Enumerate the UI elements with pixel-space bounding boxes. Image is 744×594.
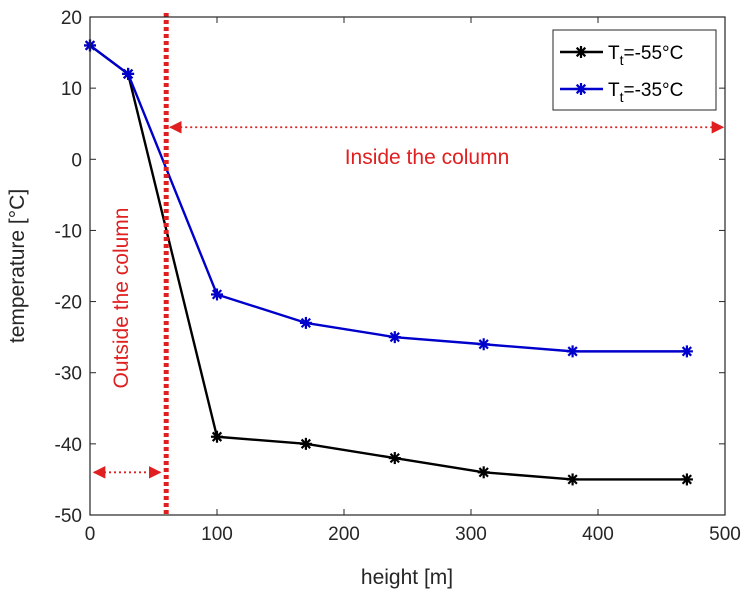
legend: Tt=-55°C Tt=-35°C bbox=[552, 29, 717, 111]
series-line-0 bbox=[89, 44, 687, 481]
y-axis-label: temperature [°C] bbox=[6, 189, 29, 343]
data-point-series-1 bbox=[566, 345, 579, 358]
x-tick-label: 300 bbox=[455, 524, 487, 545]
data-point-series-1 bbox=[122, 67, 135, 80]
x-tick-label: 100 bbox=[201, 524, 233, 545]
y-tick-label: -30 bbox=[55, 364, 82, 385]
data-point-series-1 bbox=[388, 331, 401, 344]
legend-marker-1 bbox=[575, 83, 587, 95]
legend-label-1: Tt=-35°C bbox=[608, 80, 683, 105]
inside-column-label: Inside the column bbox=[345, 146, 510, 169]
series-line-1 bbox=[89, 44, 687, 353]
x-axis-label: height [m] bbox=[361, 566, 453, 589]
y-tick-label: 20 bbox=[61, 8, 82, 29]
legend-label-0: Tt=-55°C bbox=[608, 43, 683, 68]
y-tick-label: 10 bbox=[61, 79, 82, 100]
legend-marker-0 bbox=[575, 46, 587, 58]
data-point-series-1 bbox=[477, 338, 490, 351]
data-point-series-1 bbox=[211, 288, 223, 301]
y-tick-label: -50 bbox=[55, 506, 82, 527]
data-point-series-1 bbox=[680, 345, 693, 358]
data-point-series-0 bbox=[388, 452, 401, 465]
data-point-series-0 bbox=[566, 473, 579, 486]
data-point-series-1 bbox=[299, 316, 312, 329]
data-point-series-0 bbox=[680, 473, 693, 486]
y-tick-label: -40 bbox=[55, 435, 82, 456]
plot-area-frame bbox=[89, 16, 726, 516]
data-point-series-0 bbox=[477, 466, 490, 479]
x-tick-label: 0 bbox=[85, 524, 96, 545]
y-tick-label: 0 bbox=[71, 150, 82, 171]
y-tick-label: -20 bbox=[55, 293, 82, 314]
x-tick-label: 400 bbox=[582, 524, 614, 545]
data-point-series-0 bbox=[211, 430, 223, 443]
y-tick-label: -10 bbox=[55, 221, 82, 242]
x-tick-label: 200 bbox=[328, 524, 360, 545]
legend-box bbox=[552, 29, 717, 111]
x-tick-label: 500 bbox=[709, 524, 741, 545]
data-point-series-0 bbox=[299, 437, 312, 450]
outside-column-label: Outside the column bbox=[110, 208, 133, 389]
